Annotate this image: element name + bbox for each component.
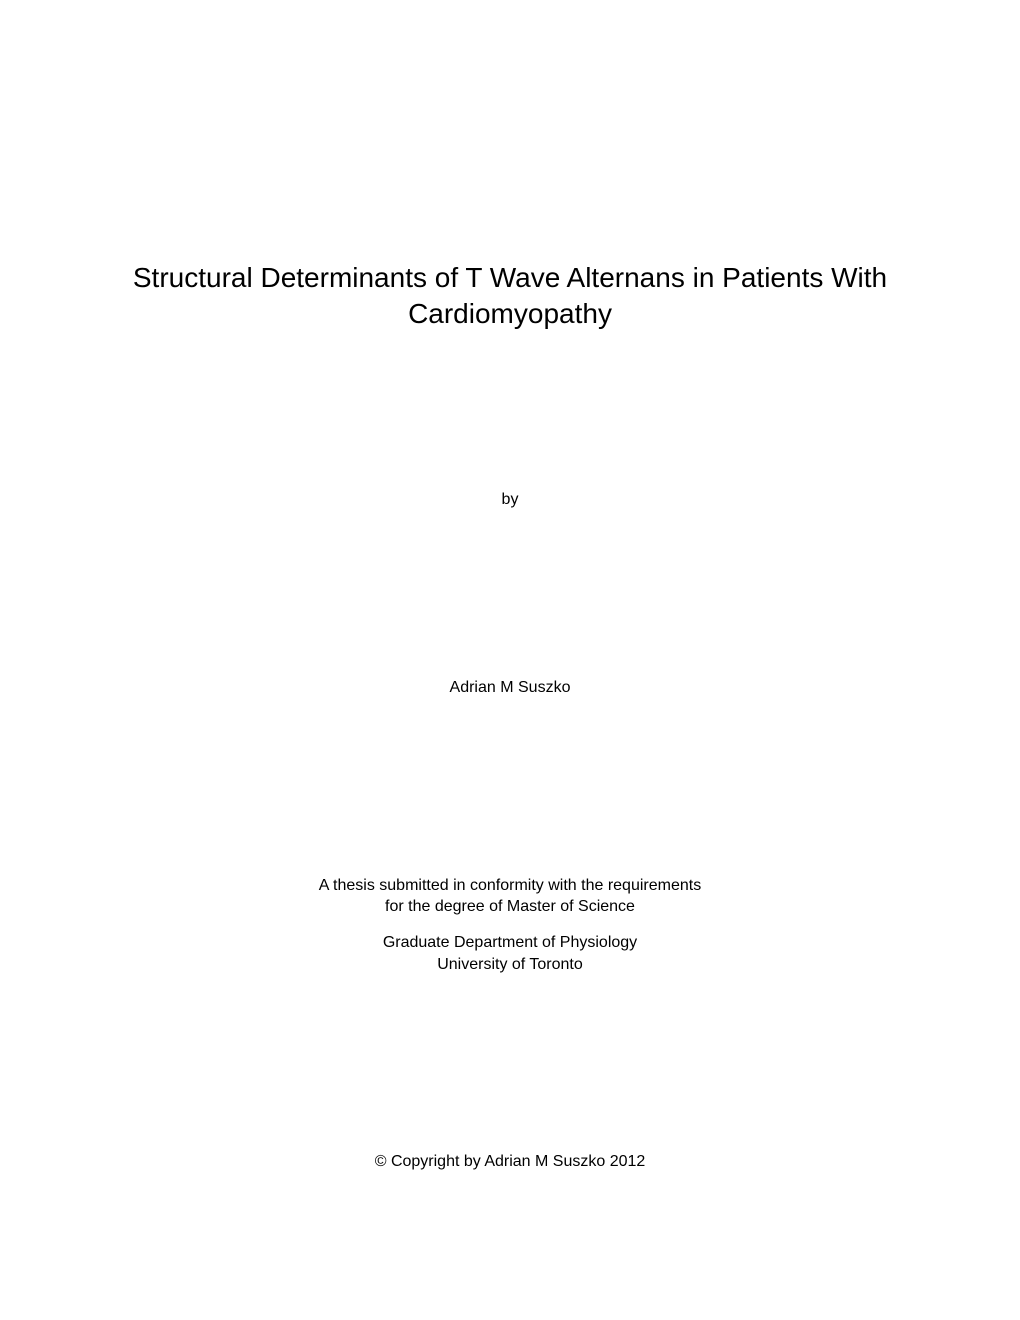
thesis-line-1: A thesis submitted in conformity with th… (319, 875, 701, 897)
copyright-notice: © Copyright by Adrian M Suszko 2012 (375, 1153, 646, 1171)
by-label: by (502, 491, 519, 509)
title-page: Structural Determinants of T Wave Altern… (0, 0, 1020, 1320)
thesis-statement: A thesis submitted in conformity with th… (319, 875, 701, 918)
thesis-line-2: for the degree of Master of Science (319, 896, 701, 918)
department-name: Graduate Department of Physiology (383, 932, 637, 954)
author-name: Adrian M Suszko (450, 679, 571, 697)
university-name: University of Toronto (383, 954, 637, 976)
thesis-title: Structural Determinants of T Wave Altern… (130, 260, 890, 333)
department-block: Graduate Department of Physiology Univer… (383, 932, 637, 975)
